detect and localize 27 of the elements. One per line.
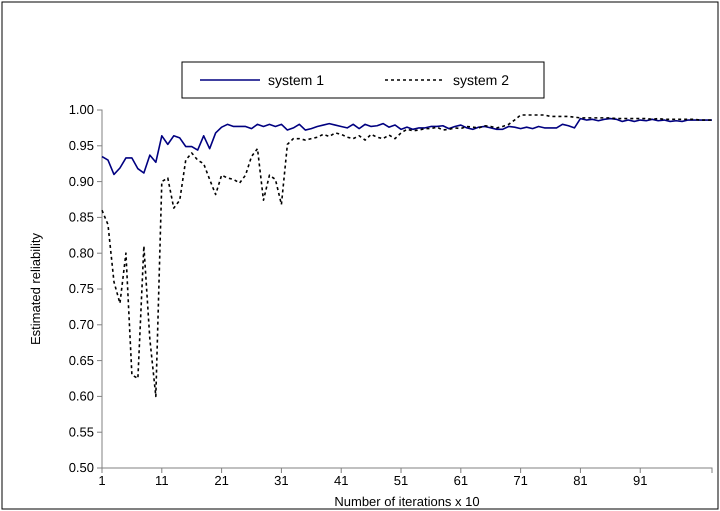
x-tick-label: 61 — [454, 473, 468, 488]
line-series — [101, 118, 713, 176]
y-tick-label: 1.00 — [68, 102, 94, 118]
y-tick-label: 0.85 — [68, 210, 94, 225]
y-tick-label: 0.90 — [68, 174, 94, 189]
x-tick-label: 1 — [98, 473, 106, 488]
y-tick-label: 0.55 — [68, 424, 94, 440]
y-tick-label: 0.75 — [68, 281, 94, 296]
x-axis-title: Number of iterations x 10 — [334, 494, 480, 509]
x-tick-label: 21 — [214, 473, 229, 488]
x-tick-label: 51 — [394, 473, 408, 488]
y-tick-label: 0.80 — [68, 245, 94, 260]
legend-label: system 2 — [453, 72, 510, 88]
legend-label: system 1 — [268, 72, 324, 88]
line-series — [101, 114, 713, 398]
x-tick-label: 11 — [155, 473, 169, 488]
y-axis-title: Estimated reliability — [28, 232, 43, 345]
x-tick-label: 31 — [274, 473, 289, 488]
y-tick-label: 0.50 — [68, 460, 94, 476]
y-tick-label: 0.70 — [68, 316, 94, 332]
x-tick-label: 41 — [334, 473, 348, 488]
x-tick-label: 71 — [513, 473, 528, 488]
x-tick-label: 81 — [573, 473, 588, 488]
y-tick-label: 0.95 — [68, 138, 94, 153]
y-tick-label: 0.65 — [68, 352, 94, 368]
x-tick-label: 91 — [633, 473, 648, 488]
y-tick-label: 0.60 — [68, 388, 94, 404]
